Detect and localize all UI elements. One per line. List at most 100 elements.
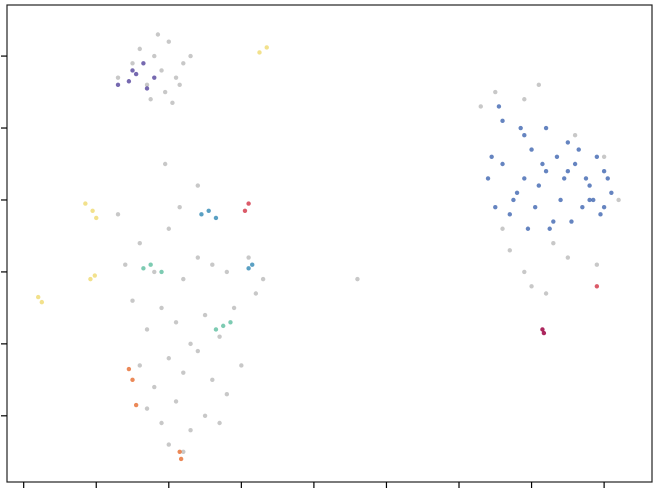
point — [177, 449, 182, 454]
point — [239, 363, 244, 368]
point — [202, 312, 208, 318]
point — [605, 176, 610, 181]
point — [217, 334, 222, 339]
point — [576, 147, 581, 152]
point — [562, 176, 567, 181]
point — [195, 255, 201, 260]
point — [536, 82, 542, 88]
point — [130, 61, 135, 66]
point — [609, 190, 614, 195]
point — [217, 420, 222, 426]
point — [522, 97, 527, 102]
point — [587, 197, 592, 203]
point — [83, 201, 88, 206]
point — [228, 320, 233, 325]
point — [162, 161, 168, 167]
point — [177, 82, 182, 88]
point — [148, 97, 153, 102]
point — [141, 266, 146, 271]
point — [246, 255, 251, 260]
point — [144, 327, 150, 332]
point — [522, 176, 527, 181]
point — [355, 276, 360, 282]
point — [39, 299, 45, 305]
point — [195, 183, 201, 188]
point — [159, 269, 164, 275]
point — [257, 50, 262, 55]
point — [173, 75, 179, 80]
point — [543, 125, 549, 131]
plot-frame — [6, 4, 653, 483]
point — [94, 215, 99, 221]
point — [137, 240, 142, 246]
point — [181, 61, 186, 66]
point — [489, 154, 494, 160]
point — [166, 39, 171, 44]
point — [616, 197, 621, 203]
point — [540, 327, 545, 332]
point — [210, 377, 215, 383]
point — [181, 370, 186, 375]
point — [188, 427, 193, 433]
point — [540, 161, 545, 167]
point — [115, 82, 121, 88]
point — [246, 201, 251, 206]
point — [541, 330, 547, 336]
point — [547, 226, 552, 231]
point — [532, 204, 538, 210]
point — [558, 197, 563, 203]
point — [594, 262, 600, 267]
point — [173, 399, 179, 404]
point — [181, 276, 186, 282]
point — [130, 298, 135, 303]
point — [594, 284, 600, 289]
point — [525, 226, 531, 231]
point — [133, 402, 139, 408]
point — [130, 377, 135, 383]
point — [90, 208, 95, 213]
point — [224, 269, 230, 275]
point — [195, 348, 201, 354]
point — [522, 269, 527, 275]
point — [493, 204, 498, 210]
point — [529, 147, 534, 152]
point — [115, 212, 121, 217]
point — [246, 266, 251, 271]
point — [224, 392, 230, 397]
point — [518, 125, 523, 131]
point — [551, 219, 556, 224]
point — [493, 89, 498, 95]
point — [170, 100, 175, 106]
point — [529, 284, 534, 289]
point — [591, 197, 596, 203]
point — [173, 320, 179, 325]
point — [250, 262, 255, 267]
point — [231, 305, 237, 311]
point — [188, 341, 193, 347]
point — [141, 61, 146, 66]
point — [522, 133, 527, 138]
point — [221, 323, 226, 329]
point — [159, 68, 164, 73]
point — [536, 183, 542, 188]
point — [148, 262, 153, 267]
point — [572, 161, 578, 167]
point — [594, 154, 600, 160]
point — [598, 212, 603, 217]
point — [213, 215, 219, 221]
point — [166, 442, 171, 447]
point — [551, 240, 556, 246]
point — [162, 89, 168, 95]
point — [543, 291, 549, 296]
point — [500, 226, 505, 231]
point — [137, 46, 142, 52]
point — [123, 262, 128, 267]
point — [507, 248, 512, 253]
point — [507, 212, 512, 217]
point — [601, 154, 607, 160]
point — [264, 45, 269, 50]
point — [126, 366, 132, 372]
point — [206, 208, 211, 213]
point — [543, 168, 549, 174]
